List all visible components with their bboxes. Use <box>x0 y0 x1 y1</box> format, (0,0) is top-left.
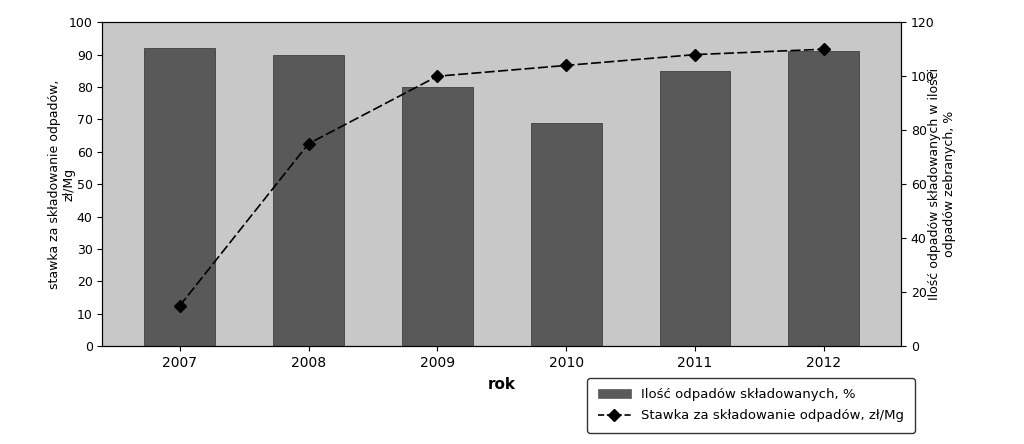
Bar <box>659 71 730 346</box>
Bar <box>788 52 859 346</box>
Legend: Ilość odpadów składowanych, %, Stawka za składowanie odpadów, zł/Mg: Ilość odpadów składowanych, %, Stawka za… <box>588 378 915 433</box>
Bar <box>530 123 602 346</box>
Y-axis label: Ilość odpadów składowanych w ilości
odpadów zebranych, %: Ilość odpadów składowanych w ilości odpa… <box>928 68 955 300</box>
X-axis label: rok: rok <box>487 377 516 392</box>
Bar <box>273 55 344 346</box>
Y-axis label: stawka za składowanie odpadów,
zł/Mg: stawka za składowanie odpadów, zł/Mg <box>48 79 76 289</box>
Bar <box>401 87 473 346</box>
Bar <box>144 48 215 346</box>
